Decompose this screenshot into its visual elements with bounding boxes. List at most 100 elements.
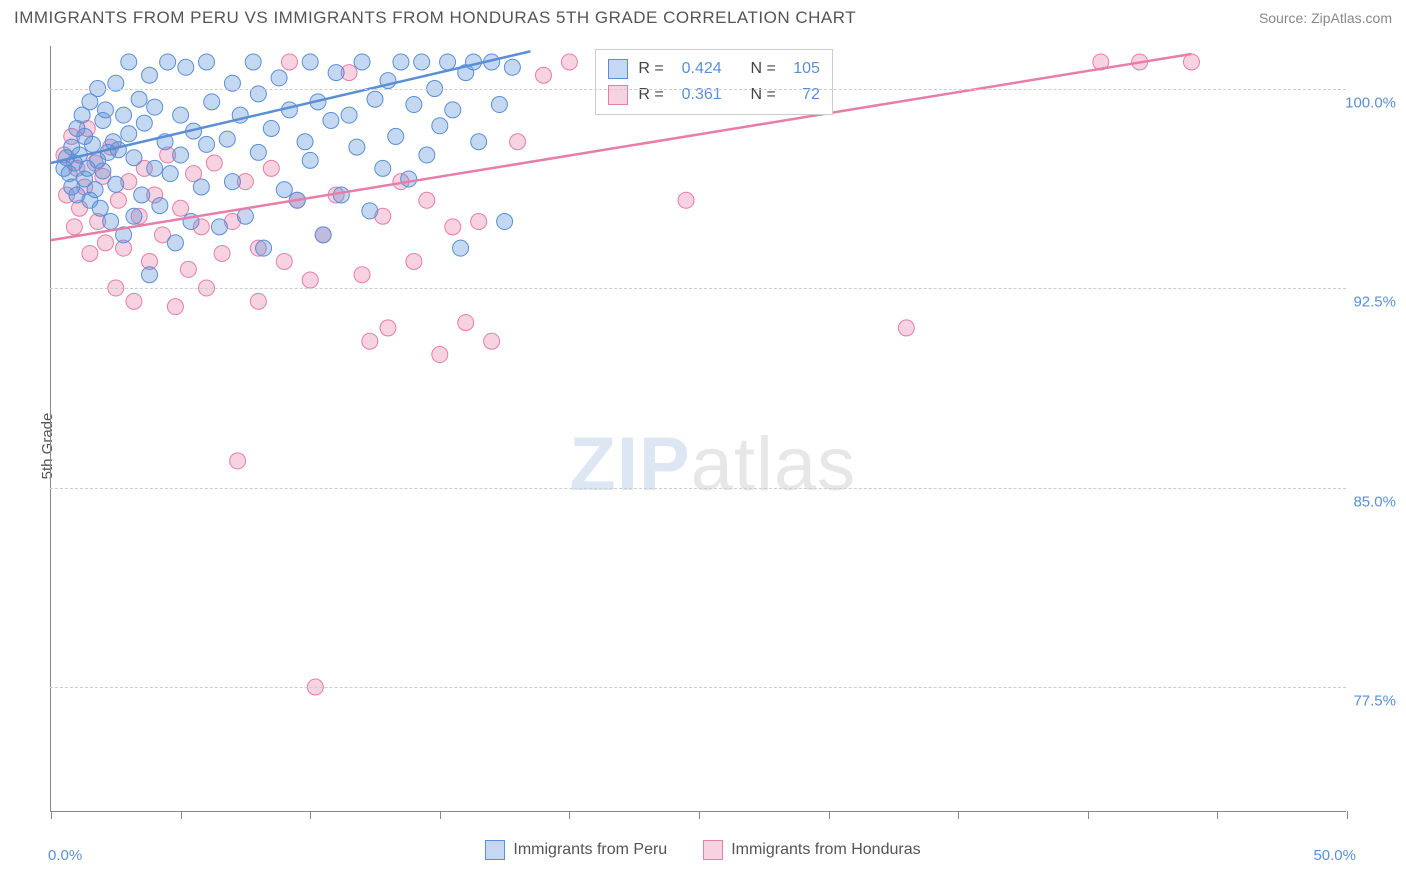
data-point xyxy=(380,320,396,336)
y-tick-label: 92.5% xyxy=(1353,294,1396,311)
x-tick xyxy=(1217,811,1218,819)
data-point xyxy=(147,160,163,176)
x-tick xyxy=(310,811,311,819)
data-point xyxy=(465,54,481,70)
data-point xyxy=(510,134,526,150)
data-point xyxy=(97,102,113,118)
data-point xyxy=(147,99,163,115)
data-point xyxy=(354,54,370,70)
data-point xyxy=(206,155,222,171)
data-point xyxy=(263,120,279,136)
data-point xyxy=(136,115,152,131)
data-point xyxy=(204,94,220,110)
x-tick xyxy=(569,811,570,819)
stats-n-value: 105 xyxy=(786,56,820,82)
stats-r-value: 0.361 xyxy=(674,82,722,108)
data-point xyxy=(362,333,378,349)
data-point xyxy=(471,214,487,230)
data-point xyxy=(180,261,196,277)
data-point xyxy=(561,54,577,70)
data-point xyxy=(162,166,178,182)
data-point xyxy=(250,144,266,160)
data-point xyxy=(393,54,409,70)
data-point xyxy=(504,59,520,75)
data-point xyxy=(141,67,157,83)
data-point xyxy=(126,208,142,224)
data-point xyxy=(276,182,292,198)
data-point xyxy=(898,320,914,336)
data-point xyxy=(173,107,189,123)
data-point xyxy=(87,182,103,198)
data-point xyxy=(82,245,98,261)
y-tick-label: 77.5% xyxy=(1353,692,1396,709)
stats-swatch-peru xyxy=(608,59,628,79)
gridline xyxy=(50,89,1346,90)
y-tick-label: 85.0% xyxy=(1353,493,1396,510)
data-point xyxy=(263,160,279,176)
data-point xyxy=(167,299,183,315)
data-point xyxy=(445,102,461,118)
legend-item-peru: Immigrants from Peru xyxy=(485,840,667,860)
data-point xyxy=(445,219,461,235)
data-point xyxy=(167,235,183,251)
data-point xyxy=(178,59,194,75)
x-tick xyxy=(829,811,830,819)
x-tick xyxy=(1347,811,1348,819)
data-point xyxy=(131,91,147,107)
data-point xyxy=(224,174,240,190)
stats-row-peru: R =0.424 N =105 xyxy=(608,56,820,82)
x-tick xyxy=(440,811,441,819)
data-point xyxy=(281,54,297,70)
data-point xyxy=(401,171,417,187)
gridline xyxy=(50,288,1346,289)
stats-n-label: N = xyxy=(751,82,776,108)
data-point xyxy=(193,179,209,195)
data-point xyxy=(245,54,261,70)
data-point xyxy=(323,112,339,128)
data-point xyxy=(419,192,435,208)
x-tick xyxy=(958,811,959,819)
data-point xyxy=(1183,54,1199,70)
data-point xyxy=(199,136,215,152)
stats-n-value: 72 xyxy=(786,82,820,108)
data-point xyxy=(84,136,100,152)
stats-row-honduras: R = 0.361 N = 72 xyxy=(608,82,820,108)
data-point xyxy=(367,91,383,107)
data-point xyxy=(173,147,189,163)
series-honduras xyxy=(56,54,1200,695)
data-point xyxy=(297,134,313,150)
data-point xyxy=(362,203,378,219)
data-point xyxy=(92,200,108,216)
data-point xyxy=(219,131,235,147)
data-point xyxy=(276,253,292,269)
data-point xyxy=(97,235,113,251)
legend-swatch-honduras xyxy=(703,840,723,860)
bottom-legend: Immigrants from Peru Immigrants from Hon… xyxy=(0,840,1406,860)
data-point xyxy=(256,240,272,256)
data-point xyxy=(328,65,344,81)
stats-r-value: 0.424 xyxy=(674,56,722,82)
stats-r-label: R = xyxy=(638,56,663,82)
data-point xyxy=(152,198,168,214)
x-tick xyxy=(699,811,700,819)
x-tick xyxy=(1088,811,1089,819)
data-point xyxy=(406,253,422,269)
data-point xyxy=(108,176,124,192)
data-point xyxy=(121,54,137,70)
data-point xyxy=(354,267,370,283)
data-point xyxy=(110,192,126,208)
stats-r-label: R = xyxy=(638,82,663,108)
data-point xyxy=(211,219,227,235)
data-point xyxy=(471,134,487,150)
data-point xyxy=(126,293,142,309)
data-point xyxy=(491,97,507,113)
data-point xyxy=(66,219,82,235)
legend-label-peru: Immigrants from Peru xyxy=(513,841,667,859)
legend-item-honduras: Immigrants from Honduras xyxy=(703,840,920,860)
gridline xyxy=(50,488,1346,489)
data-point xyxy=(458,315,474,331)
data-point xyxy=(214,245,230,261)
data-point xyxy=(95,163,111,179)
data-point xyxy=(126,150,142,166)
data-point xyxy=(315,227,331,243)
